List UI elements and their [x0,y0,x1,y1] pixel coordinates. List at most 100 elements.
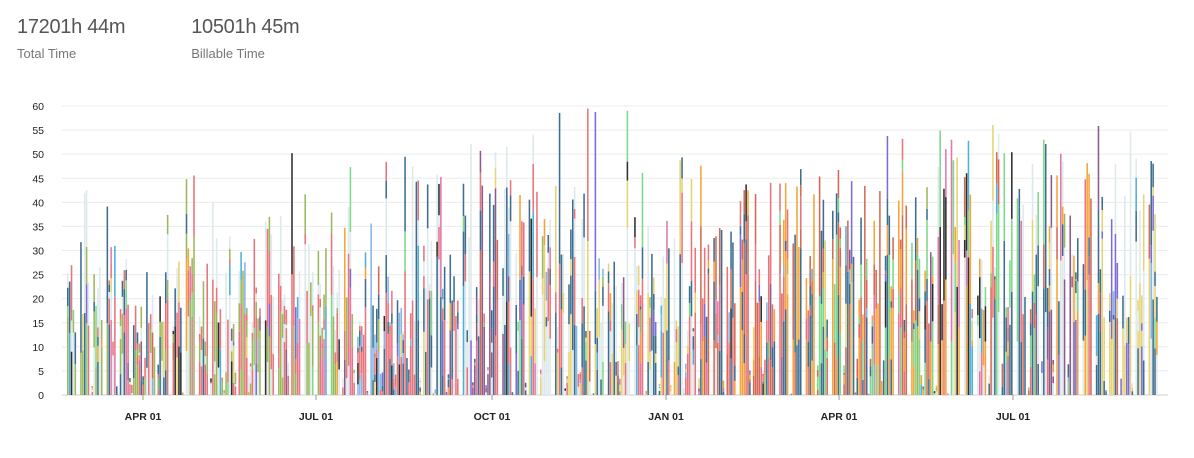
bar-segment [193,236,195,270]
bar-segment [579,379,582,384]
bar-segment [159,336,161,395]
bar-segment [400,308,403,335]
day-bar [140,306,143,395]
bar-segment [370,307,372,395]
bar-segment [283,323,286,342]
day-bar [997,133,1000,395]
bar-segment [272,353,274,395]
bar-segment [127,362,129,380]
bar-segment [779,211,781,225]
bar-segment [132,378,135,395]
bar-segment [705,362,708,395]
bar-segment [1046,327,1049,360]
day-bar [779,183,781,395]
bar-segment [832,210,834,240]
bar-segment [304,194,306,234]
bar-segment [651,253,653,351]
day-bar [1048,226,1051,395]
day-bar [620,282,623,395]
bar-segment [364,252,367,268]
day-bar [937,167,940,395]
day-bar [860,217,862,395]
bar-segment [279,311,282,395]
day-bar [636,266,638,395]
bar-segment [990,220,992,274]
bar-segment [1052,359,1055,365]
day-bar [1009,260,1011,395]
day-bar [1041,361,1043,395]
bar-segment [270,294,273,370]
bar-segment [824,240,827,351]
day-bar [438,183,440,395]
bar-segment [822,248,825,272]
day-bar [916,237,919,395]
day-bar [1005,307,1007,395]
bar-segment [1109,293,1111,311]
day-bar [440,177,442,395]
bar-segment [685,363,687,369]
bar-segment [270,369,273,395]
bar-segment [336,362,338,395]
day-bar [679,160,681,395]
bar-segment [310,309,312,316]
bar-segment [466,346,469,368]
bar-segment [193,175,195,237]
bar-segment [1061,206,1064,225]
day-bar [766,302,768,395]
bar-segment [191,271,193,275]
bar-segment [232,324,235,342]
bar-segment [387,321,389,334]
bar-segment [581,219,583,299]
bar-segment [246,357,248,395]
bar-segment [967,210,970,258]
bar-segment [613,320,615,395]
day-bar [453,276,455,395]
bar-segment [767,255,770,342]
day-bar [285,309,288,395]
bar-segment [91,385,94,387]
day-bar [247,375,250,395]
bar-segment [718,350,721,395]
day-bar [1056,175,1058,395]
bar-segment [174,320,176,327]
bar-segment [766,342,768,395]
bar-segment [875,300,877,309]
bar-segment [647,292,649,333]
bar-segment [131,393,133,395]
bar-segment [977,315,979,326]
bar-segment [930,252,932,342]
bar-segment [106,206,109,270]
bar-segment [594,344,597,395]
bar-segment [660,305,663,315]
day-bar [871,315,874,395]
bar-segment [1009,324,1011,395]
bar-segment [108,298,110,325]
bar-segment [833,284,836,343]
day-bar [408,369,410,395]
bar-segment [93,347,95,395]
bar-segment [293,340,295,395]
bar-segment [504,324,506,395]
bar-segment [660,330,663,378]
bar-segment [475,313,478,324]
day-bar [74,332,77,395]
bar-segment [820,303,823,364]
bar-segment [287,375,290,395]
bar-segment [436,174,438,242]
day-bar [609,293,612,395]
bar-segment [519,195,521,280]
bar-segment [204,360,207,365]
bar-segment [935,391,938,395]
bar-segment [95,305,97,367]
bar-segment [336,312,338,339]
bar-segment [85,247,88,285]
bar-segment [626,110,629,162]
bar-segment [675,348,678,395]
bar-segment [767,341,770,359]
day-bar [342,378,344,395]
bar-segment [451,379,453,395]
bar-segment [1148,204,1151,259]
bar-segment [136,349,139,357]
day-bar [626,110,629,395]
bar-segment [583,237,585,284]
